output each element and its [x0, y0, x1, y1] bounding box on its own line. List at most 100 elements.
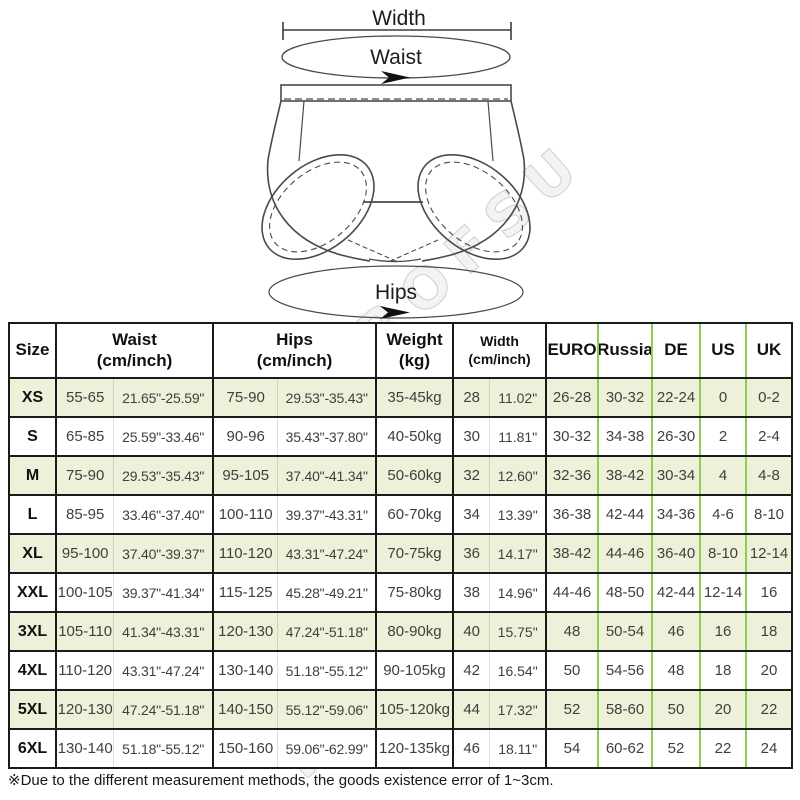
- hips-cell: 95-105 37.40"-41.34": [214, 457, 377, 494]
- euro-cell: 44-46: [547, 574, 599, 611]
- size-cell: XL: [10, 535, 57, 572]
- uk-cell: 12-14: [749, 545, 789, 562]
- header-waist-label: Waist: [112, 329, 157, 349]
- width-inch: 13.39": [497, 506, 538, 523]
- weight-cell: 120-135kg: [377, 730, 454, 767]
- hips-cm: 110-120: [214, 535, 279, 572]
- width-dimension-label: Width: [372, 7, 426, 30]
- width-cell: 36 14.17": [454, 535, 547, 572]
- waist-inch: 21.65"-25.59": [122, 389, 205, 406]
- right-side-seam: [421, 100, 526, 262]
- size-cell: XXL: [10, 574, 57, 611]
- header-width: Width (cm/inch): [454, 324, 547, 377]
- de-cell: 42-44: [653, 574, 701, 611]
- table-header-row: Size Waist (cm/inch) Hips (cm/inch) Weight…: [10, 324, 791, 377]
- weight-cell: 50-60kg: [377, 457, 454, 494]
- table-row-3xl: 3XL 105-110 41.34"-43.31" 120-130 47.24"-5…: [10, 611, 791, 650]
- uk-cell: 24: [760, 740, 778, 757]
- left-side-seam: [266, 100, 371, 262]
- us-cell: 4-6: [701, 496, 747, 533]
- waist-inch: 25.59"-33.46": [122, 428, 205, 445]
- header-euro: EURO: [547, 324, 599, 377]
- left-panel-seam: [298, 100, 305, 162]
- width-inch: 11.81": [498, 428, 538, 445]
- size-cell: 6XL: [10, 730, 57, 767]
- weight-cell: 105-120kg: [377, 691, 454, 728]
- russia-cell: 50-54: [599, 613, 653, 650]
- us-cell: 8-10: [701, 535, 747, 572]
- de-cell: 30-34: [653, 457, 701, 494]
- header-width-unit: (cm/inch): [468, 350, 531, 367]
- left-leg-opening: [261, 153, 375, 261]
- width-inch: 16.54": [497, 662, 538, 679]
- uk-cell: 0-2: [758, 389, 780, 406]
- weight-cell: 70-75kg: [377, 535, 454, 572]
- hips-inch: 35.43"-37.80": [285, 428, 368, 445]
- euro-cell: 30-32: [547, 418, 599, 455]
- weight-cell: 75-80kg: [377, 574, 454, 611]
- table-row-xl: XL 95-100 37.40"-39.37" 110-120 43.31"-47.…: [10, 533, 791, 572]
- hips-inch: 37.40"-41.34": [285, 467, 368, 484]
- euro-cell: 36-38: [547, 496, 599, 533]
- de-cell: 34-36: [653, 496, 701, 533]
- de-cell: 22-24: [653, 379, 701, 416]
- hips-cell: 100-110 39.37"-43.31": [214, 496, 377, 533]
- table-row-m: M 75-90 29.53"-35.43" 95-105 37.40"-41.34"…: [10, 455, 791, 494]
- euro-cell: 54: [547, 730, 599, 767]
- size-cell: S: [10, 418, 57, 455]
- hips-inch: 45.28"-49.21": [285, 584, 368, 601]
- table-row-6xl: 6XL 130-140 51.18"-55.12" 150-160 59.06"-6…: [10, 728, 791, 767]
- width-cm: 32: [454, 457, 491, 494]
- weight-cell: 90-105kg: [377, 652, 454, 689]
- table-row-5xl: 5XL 120-130 47.24"-51.18" 140-150 55.12"-5…: [10, 689, 791, 728]
- width-cm: 42: [454, 652, 491, 689]
- russia-cell: 42-44: [599, 496, 653, 533]
- size-cell: XS: [10, 379, 57, 416]
- uk-cell: 16: [760, 584, 778, 601]
- width-cm: 46: [454, 730, 491, 767]
- hips-cell: 150-160 59.06"-62.99": [214, 730, 377, 767]
- header-uk: UK: [756, 340, 782, 360]
- width-inch: 18.11": [498, 740, 538, 757]
- waist-cm: 130-140: [57, 730, 115, 767]
- width-inch: 11.02": [498, 389, 538, 406]
- right-panel-seam: [487, 100, 494, 162]
- width-inch: 12.60": [497, 467, 538, 484]
- header-waist: Waist (cm/inch): [57, 324, 214, 377]
- size-cell: 5XL: [10, 691, 57, 728]
- width-inch: 15.75": [497, 623, 538, 640]
- waist-cm: 110-120: [57, 652, 115, 689]
- waist-cm: 85-95: [57, 496, 115, 533]
- waist-cell: 65-85 25.59"-33.46": [57, 418, 214, 455]
- us-cell: 4: [701, 457, 747, 494]
- header-de: DE: [653, 324, 701, 377]
- euro-cell: 52: [547, 691, 599, 728]
- russia-cell: 38-42: [599, 457, 653, 494]
- table-row-xxl: XXL 100-105 39.37"-41.34" 115-125 45.28"-4…: [10, 572, 791, 611]
- uk-cell: 20: [760, 662, 778, 679]
- weight-cell: 60-70kg: [377, 496, 454, 533]
- russia-cell: 44-46: [599, 535, 653, 572]
- size-cell: M: [10, 457, 57, 494]
- table-row-4xl: 4XL 110-120 43.31"-47.24" 130-140 51.18"-5…: [10, 650, 791, 689]
- waist-cell: 75-90 29.53"-35.43": [57, 457, 214, 494]
- header-hips-unit: (cm/inch): [256, 350, 333, 370]
- header-waist-unit: (cm/inch): [96, 350, 173, 370]
- russia-cell: 60-62: [599, 730, 653, 767]
- waist-cm: 75-90: [57, 457, 115, 494]
- hips-cell: 115-125 45.28"-49.21": [214, 574, 377, 611]
- size-cell: 4XL: [10, 652, 57, 689]
- table-row-l: L 85-95 33.46"-37.40" 100-110 39.37"-43.31…: [10, 494, 791, 533]
- waist-cm: 55-65: [57, 379, 115, 416]
- width-inch: 17.32": [497, 701, 538, 718]
- waist-cell: 120-130 47.24"-51.18": [57, 691, 214, 728]
- uk-cell: 8-10: [753, 506, 785, 523]
- russia-cell: 54-56: [599, 652, 653, 689]
- waist-inch: 33.46"-37.40": [122, 506, 205, 523]
- de-cell: 26-30: [653, 418, 701, 455]
- hips-inch: 47.24"-51.18": [285, 623, 368, 640]
- uk-cell: 22: [760, 701, 778, 718]
- header-hips: Hips (cm/inch): [214, 324, 377, 377]
- waist-cm: 100-105: [57, 574, 115, 611]
- euro-cell: 26-28: [547, 379, 599, 416]
